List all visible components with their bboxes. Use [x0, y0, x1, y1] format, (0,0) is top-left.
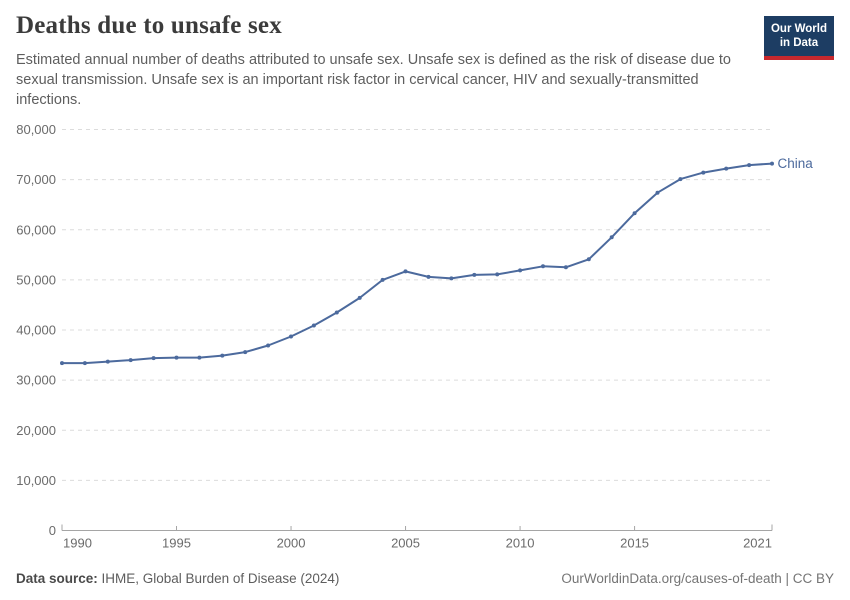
data-point	[243, 350, 248, 355]
data-source-note: Data source: IHME, Global Burden of Dise…	[16, 571, 339, 586]
x-tick-label: 1995	[162, 536, 191, 551]
data-point	[128, 358, 133, 363]
y-tick-label: 50,000	[16, 272, 56, 287]
owid-logo-line1: Our World	[770, 23, 827, 35]
data-point	[586, 257, 591, 262]
data-point	[495, 272, 500, 277]
data-point	[701, 170, 706, 175]
data-point	[518, 268, 523, 273]
owid-logo: Our World in Data	[763, 16, 834, 60]
data-point	[311, 323, 316, 328]
y-tick-label: 10,000	[16, 473, 56, 488]
chart-subtitle: Estimated annual number of deaths attrib…	[16, 52, 731, 108]
data-point	[449, 276, 454, 281]
data-point	[632, 211, 637, 216]
data-point	[541, 264, 545, 269]
data-point	[770, 161, 774, 166]
data-point	[357, 295, 362, 300]
chart-header: Deaths due to unsafe sex Estimated annua…	[16, 12, 834, 110]
owid-logo-line2: in Data	[779, 37, 819, 50]
x-tick-label: 2000	[277, 536, 306, 551]
data-point	[609, 235, 614, 240]
data-point	[563, 265, 568, 270]
y-tick-label: 70,000	[16, 172, 56, 187]
data-point	[472, 272, 477, 277]
data-point	[220, 353, 225, 358]
y-tick-label: 0	[49, 523, 56, 538]
y-tick-label: 20,000	[16, 423, 56, 438]
data-point	[174, 355, 179, 360]
y-tick-label: 40,000	[16, 323, 56, 338]
data-point	[678, 177, 683, 182]
y-tick-label: 80,000	[16, 122, 56, 137]
page-title: Deaths due to unsafe sex	[16, 12, 282, 39]
series-line-china	[61, 162, 773, 365]
data-point	[60, 361, 64, 366]
data-point	[655, 190, 660, 195]
data-point	[105, 359, 110, 364]
y-tick-label: 30,000	[16, 373, 56, 388]
y-tick-label: 60,000	[16, 222, 56, 237]
series-end-label-china: China	[778, 156, 814, 171]
data-point	[289, 334, 293, 339]
data-point	[197, 355, 202, 360]
x-tick-label: 2021	[743, 536, 772, 551]
data-point	[426, 274, 431, 279]
data-point	[151, 356, 156, 361]
x-tick-label: 2015	[620, 536, 649, 551]
data-point	[266, 343, 271, 348]
data-point	[380, 277, 385, 282]
data-source-label: Data source:	[16, 570, 98, 586]
data-point	[82, 361, 87, 366]
data-point	[724, 166, 729, 171]
x-tick-label: 2010	[506, 536, 535, 551]
data-source-value: IHME, Global Burden of Disease (2024)	[97, 570, 340, 586]
x-tick-label: 2005	[391, 536, 420, 551]
data-point	[403, 269, 408, 274]
data-point	[334, 310, 339, 315]
x-tick-label: 1990	[63, 536, 92, 551]
chart-footer: Data source: IHME, Global Burden of Dise…	[16, 569, 834, 587]
data-point	[747, 163, 752, 168]
owid-url-link[interactable]: OurWorldinData.org/causes-of-death | CC …	[561, 570, 834, 586]
